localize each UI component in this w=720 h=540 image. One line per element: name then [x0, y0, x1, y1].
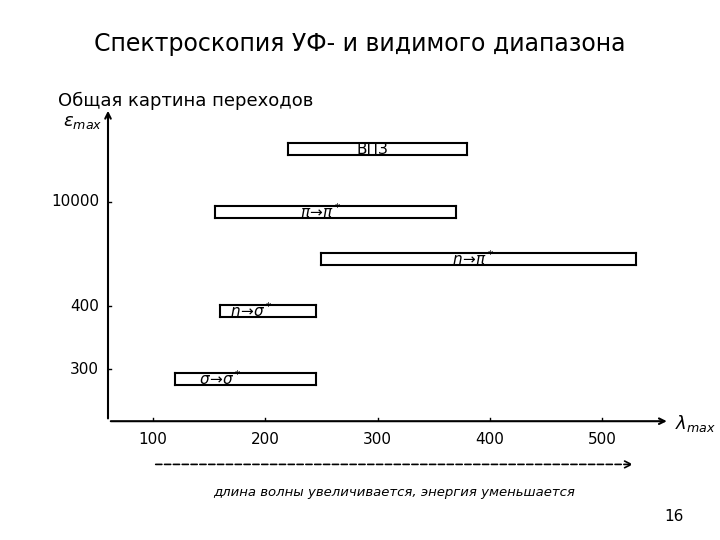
Text: $n\!\rightarrow\!\sigma^*$: $n\!\rightarrow\!\sigma^*$ — [230, 302, 274, 320]
Text: $\lambda_{max}$: $\lambda_{max}$ — [675, 413, 716, 434]
Text: Общая картина переходов: Общая картина переходов — [58, 92, 313, 110]
Text: 500: 500 — [588, 431, 616, 447]
Text: 100: 100 — [138, 431, 167, 447]
Text: 300: 300 — [363, 431, 392, 447]
Text: ВПЗ: ВПЗ — [356, 141, 388, 157]
Text: 200: 200 — [251, 431, 279, 447]
Text: Спектроскопия УФ- и видимого диапазона: Спектроскопия УФ- и видимого диапазона — [94, 32, 626, 56]
Text: длина волны увеличивается, энергия уменьшается: длина волны увеличивается, энергия умень… — [213, 486, 575, 499]
Text: $\pi\!\rightarrow\!\pi^*$: $\pi\!\rightarrow\!\pi^*$ — [300, 202, 343, 221]
Text: 10000: 10000 — [51, 194, 99, 210]
Text: $\sigma\!\rightarrow\!\sigma^*$: $\sigma\!\rightarrow\!\sigma^*$ — [199, 369, 242, 388]
Text: 400: 400 — [475, 431, 504, 447]
Text: $n\!\rightarrow\!\pi^*$: $n\!\rightarrow\!\pi^*$ — [452, 249, 494, 268]
Text: 16: 16 — [665, 509, 684, 524]
Text: 400: 400 — [70, 299, 99, 314]
Text: 300: 300 — [70, 361, 99, 376]
Text: $\varepsilon_{max}$: $\varepsilon_{max}$ — [63, 113, 102, 131]
